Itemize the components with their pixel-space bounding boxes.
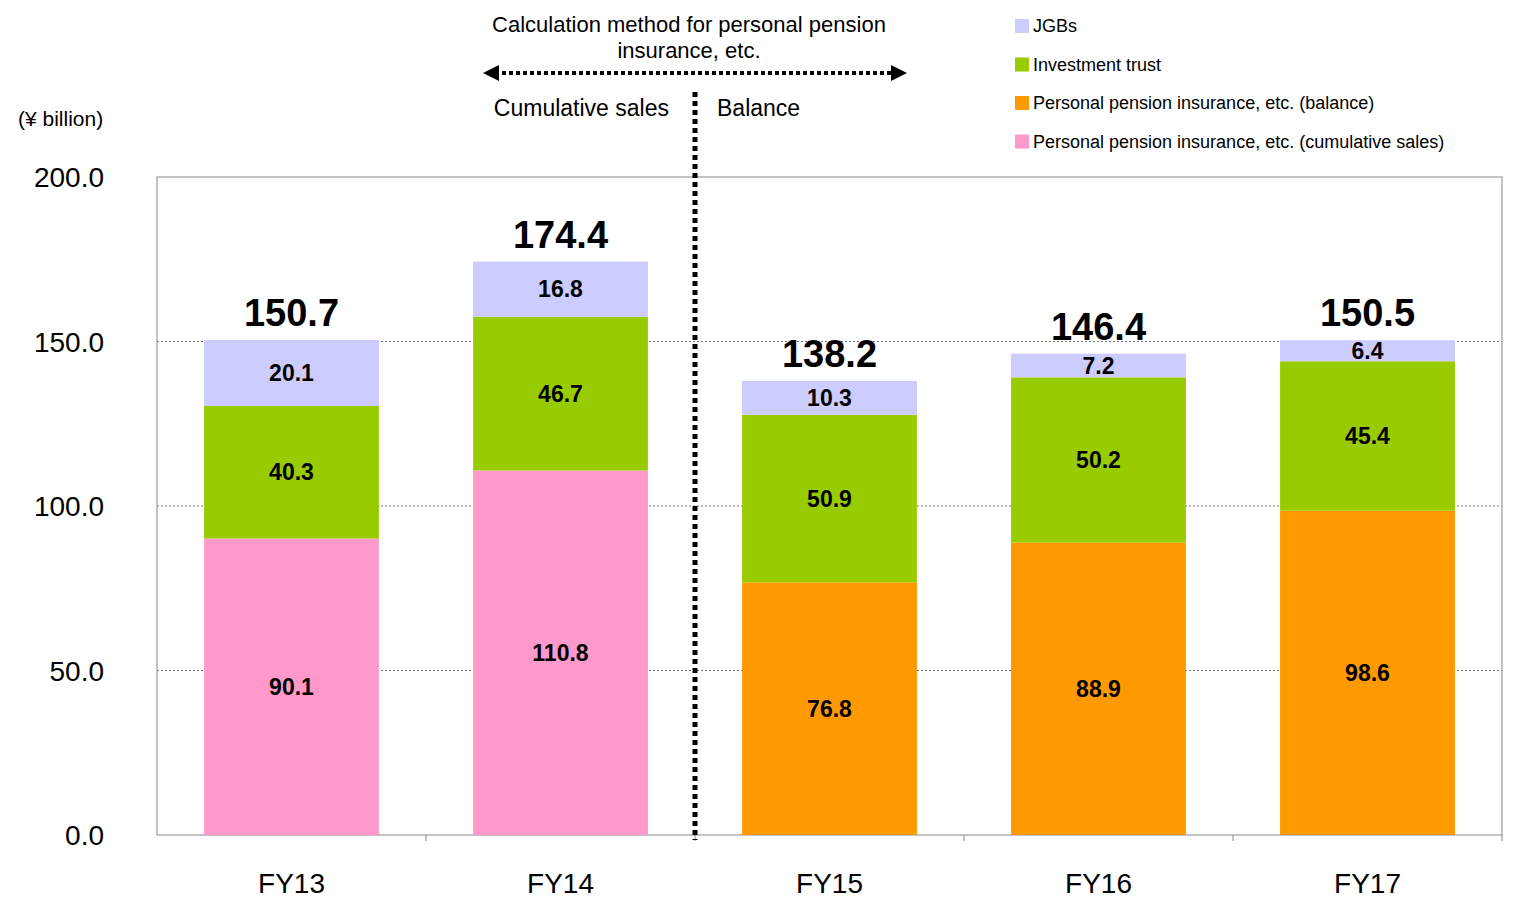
x-tick-label: FY17: [1334, 868, 1401, 899]
data-label: 45.4: [1345, 423, 1390, 449]
data-label: 6.4: [1352, 338, 1384, 364]
legend-swatch: [1015, 96, 1029, 110]
annotation: Calculation method for personal pensioni…: [492, 12, 886, 63]
legend-swatch: [1015, 58, 1029, 72]
data-label: 40.3: [269, 459, 314, 485]
bar-segment: [742, 415, 917, 582]
bar-segment: [1011, 377, 1186, 542]
data-label: 50.9: [807, 486, 852, 512]
data-label: 46.7: [538, 381, 583, 407]
annotation-left: Cumulative sales: [494, 95, 669, 121]
bar-segment: [1011, 543, 1186, 835]
bar-segment: [1280, 361, 1455, 510]
y-axis-title: (¥ billion): [18, 107, 103, 130]
legend-label: Investment trust: [1033, 55, 1161, 75]
data-label: 88.9: [1076, 676, 1121, 702]
data-label: 90.1: [269, 674, 314, 700]
data-label: 7.2: [1083, 353, 1115, 379]
data-label: 110.8: [532, 640, 588, 666]
legend-label: Personal pension insurance, etc. (cumula…: [1033, 132, 1444, 152]
arrow-head: [483, 65, 499, 81]
data-label: 98.6: [1345, 660, 1390, 686]
legend-swatch: [1015, 19, 1029, 33]
legend-label: JGBs: [1033, 16, 1077, 36]
y-tick-label: 0.0: [65, 820, 104, 851]
total-label: 150.5: [1320, 292, 1415, 334]
total-label: 138.2: [782, 333, 877, 375]
data-label: 76.8: [807, 696, 852, 722]
x-tick-label: FY14: [527, 868, 594, 899]
y-tick-label: 50.0: [50, 656, 105, 687]
plot-frame: [157, 177, 1502, 835]
x-tick: [1502, 835, 1503, 841]
bar-segment: [473, 262, 648, 317]
y-tick-label: 200.0: [34, 162, 104, 193]
arrow-line: [495, 71, 895, 75]
chart: 0.0 50.0 100.0 150.0 200.0 90.1 40.3 20.1 110.8 4…: [0, 0, 1528, 905]
data-label: 10.3: [807, 385, 852, 411]
bars: [204, 262, 1455, 835]
data-label: 16.8: [538, 276, 583, 302]
bar-segment: [742, 381, 917, 415]
data-label: 20.1: [269, 360, 314, 386]
plot-area: [157, 177, 1502, 835]
x-tick: [964, 835, 965, 841]
y-tick-label: 100.0: [34, 491, 104, 522]
bar-segment: [742, 582, 917, 835]
legend: JGBs Investment trust Personal pension ins…: [1015, 16, 1444, 152]
bar-segment: [204, 539, 379, 835]
method-divider: [693, 92, 698, 840]
bar-segment: [473, 317, 648, 471]
x-tick-label: FY13: [258, 868, 325, 899]
x-tick-label: FY15: [796, 868, 863, 899]
total-label: 150.7: [244, 292, 339, 334]
legend-label: Personal pension insurance, etc. (balanc…: [1033, 93, 1374, 113]
legend-swatch: [1015, 135, 1029, 149]
bar-segment: [204, 340, 379, 406]
x-tick-label: FY16: [1065, 868, 1132, 899]
bar-segment: [204, 406, 379, 539]
x-tick: [695, 835, 696, 841]
y-tick-label: 150.0: [34, 327, 104, 358]
data-label: 50.2: [1076, 447, 1121, 473]
x-tick: [1233, 835, 1234, 841]
arrow-head: [891, 65, 907, 81]
bar-segment: [1280, 511, 1455, 835]
bar-segment: [473, 470, 648, 835]
total-label: 174.4: [513, 214, 608, 256]
x-tick: [426, 835, 427, 841]
annotation-right: Balance: [717, 95, 800, 121]
total-label: 146.4: [1051, 306, 1146, 348]
